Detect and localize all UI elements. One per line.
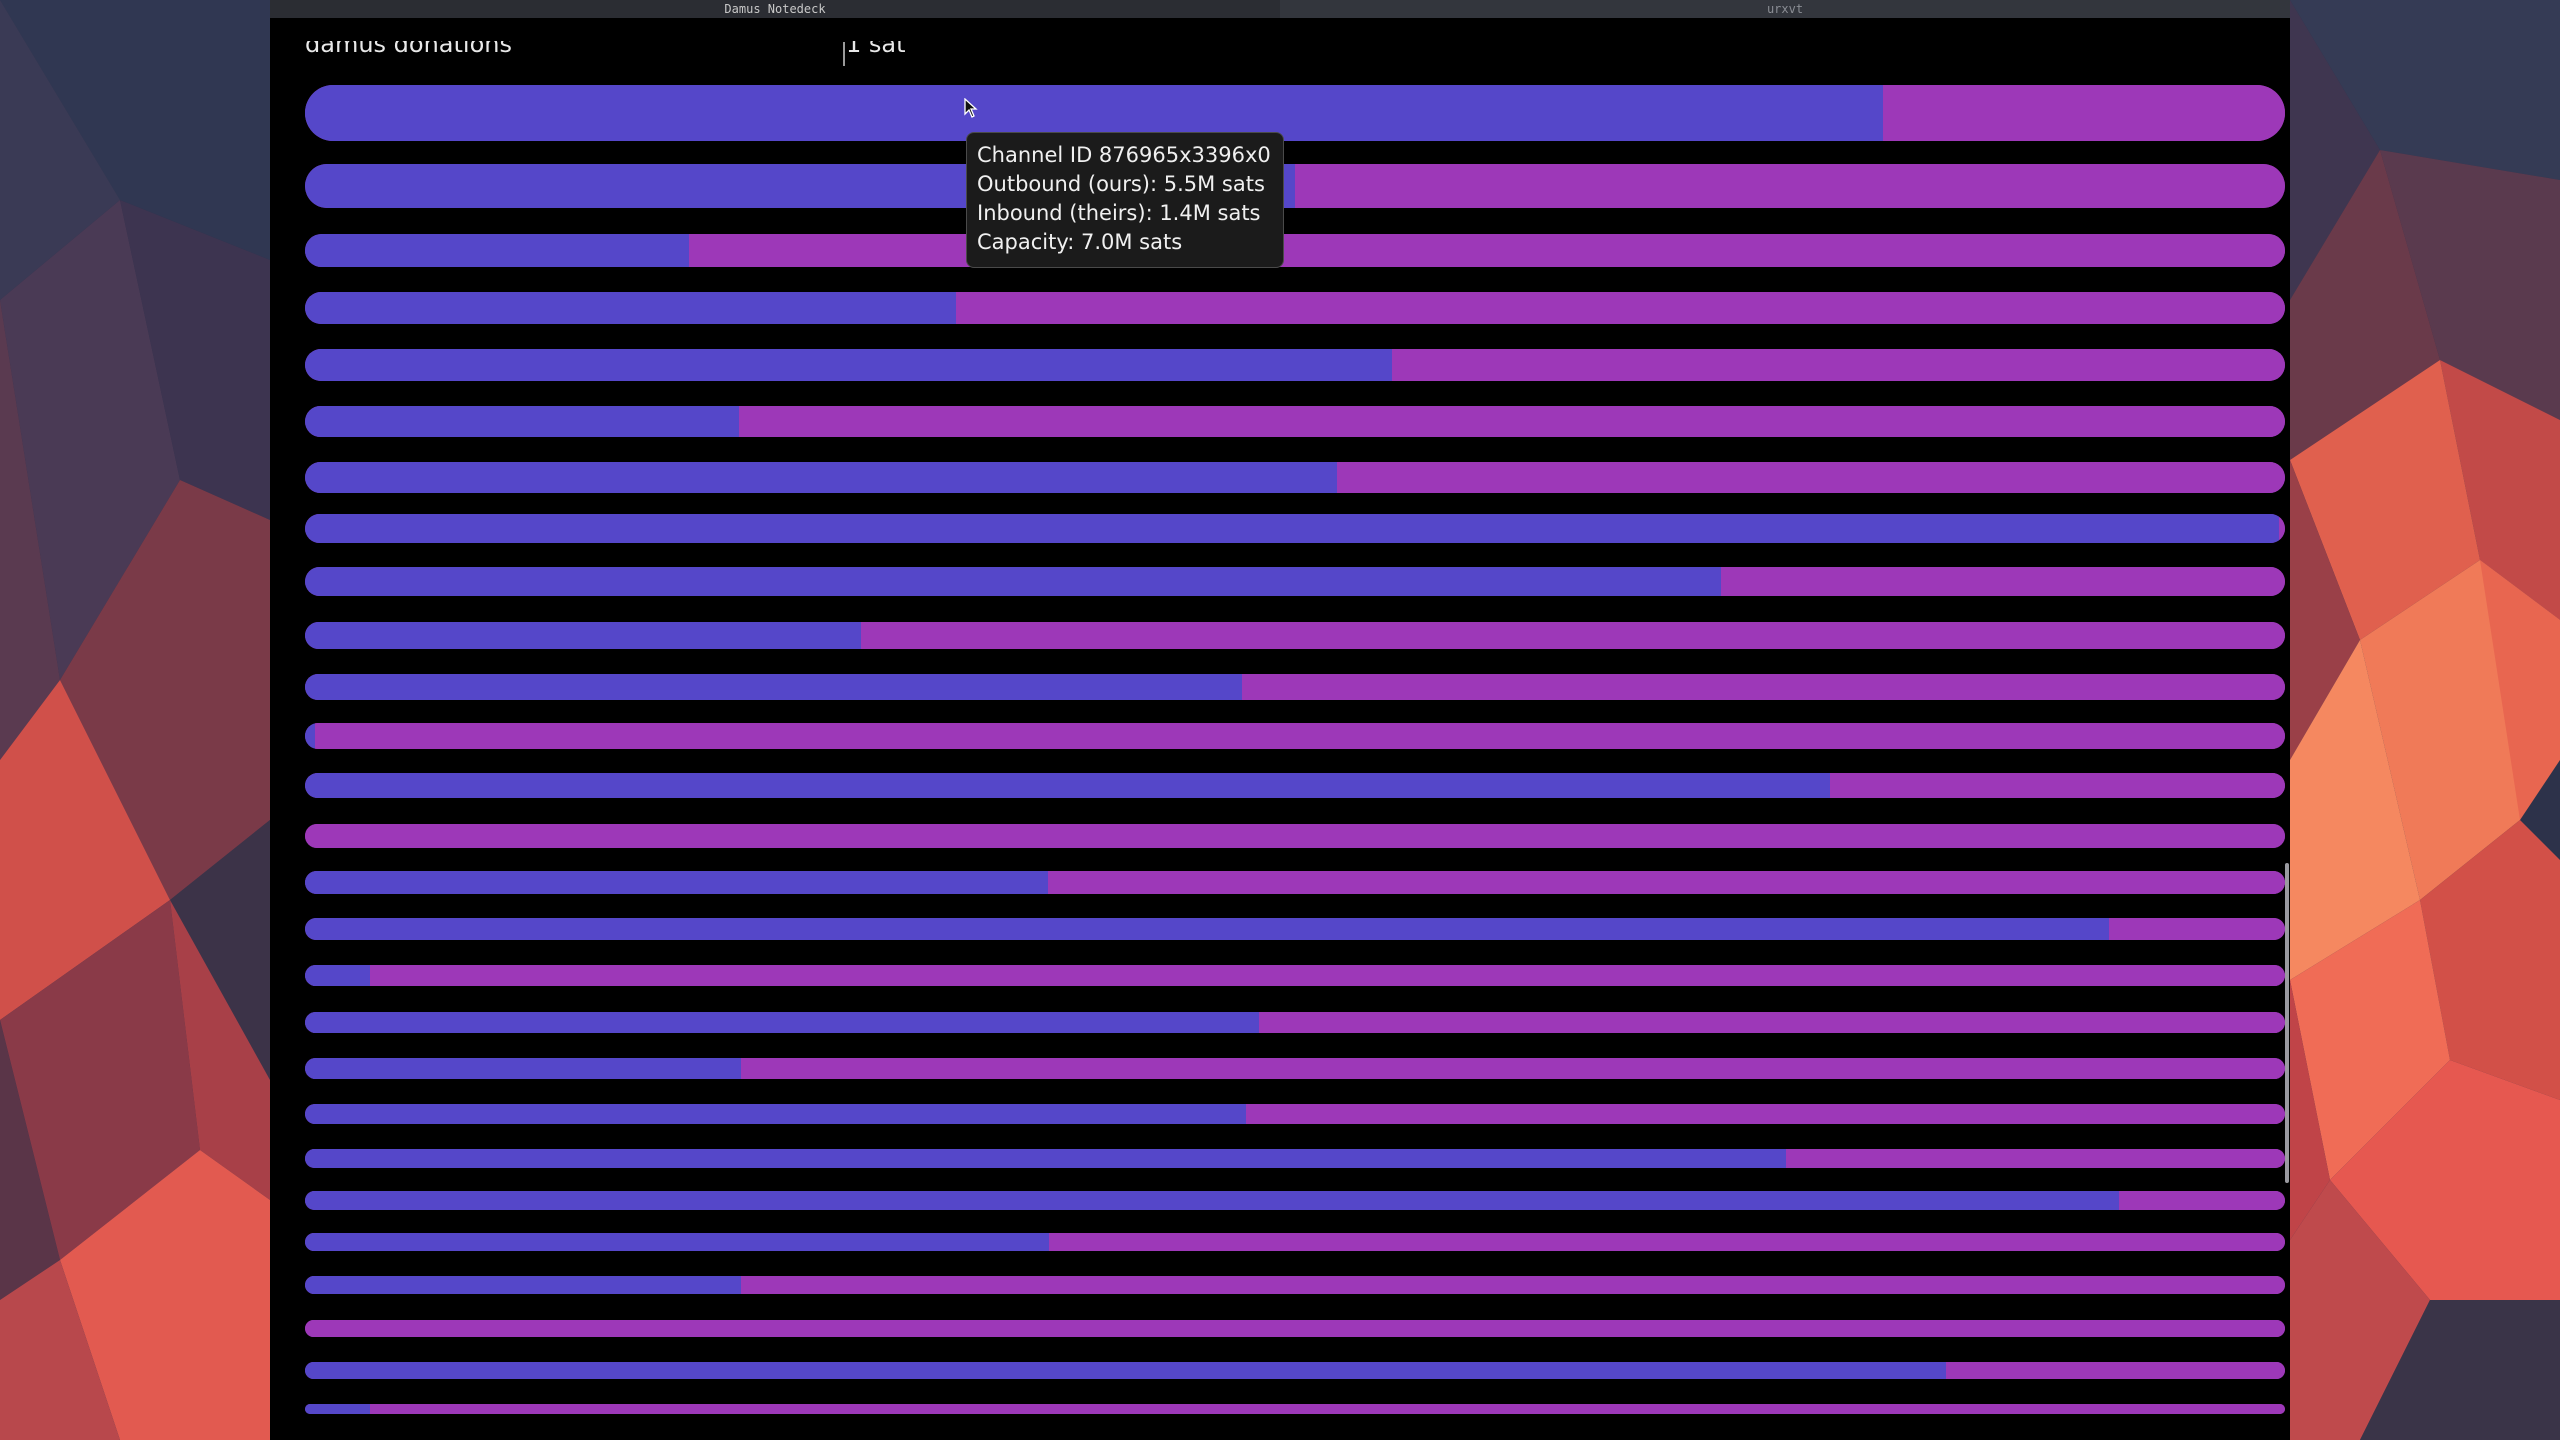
wallet-header: damus donations 1 sat [270,18,2290,66]
inbound-segment [741,1058,2285,1079]
channel-balance-bar[interactable] [305,1404,2285,1414]
channel-balance-bar[interactable] [305,723,2285,749]
channel-balance-bar[interactable] [305,1362,2285,1379]
channel-balance-bar[interactable] [305,1191,2285,1210]
inbound-segment [1049,1233,2285,1251]
taskbar: Damus Notedeck urxvt [270,0,2290,18]
notedeck-window: damus donations 1 sat [270,18,2290,1440]
outbound-segment [305,965,370,986]
inbound-segment [741,1276,2285,1294]
outbound-segment [305,1404,370,1414]
outbound-segment [305,871,1048,894]
donation-label: damus donations [305,30,512,58]
inbound-segment [689,234,2285,267]
outbound-segment [305,514,2279,543]
outbound-segment [305,85,1883,141]
inbound-segment [1830,773,2285,798]
channel-balance-bar[interactable] [305,622,2285,649]
channel-balance-bar[interactable] [305,1149,2285,1168]
outbound-segment [305,406,739,437]
inbound-segment [370,1404,2285,1414]
outbound-segment [305,622,861,649]
taskbar-tab-notedeck[interactable]: Damus Notedeck [724,2,826,16]
outbound-segment [305,1012,1259,1033]
outbound-segment [305,723,315,749]
inbound-segment [2279,514,2285,543]
inbound-segment [1721,567,2285,596]
inbound-segment [1392,349,2285,381]
inbound-segment [1946,1362,2285,1379]
inbound-segment [315,723,2285,749]
tooltip-channel-id: Channel ID 876965x3396x0 [977,143,1271,167]
channel-balance-bar[interactable] [305,1320,2285,1337]
channel-balance-bar[interactable] [305,164,2285,208]
scrollbar-thumb[interactable] [2285,863,2289,1183]
outbound-segment [305,1058,741,1079]
channel-balance-bar[interactable] [305,773,2285,798]
channel-tooltip: Channel ID 876965x3396x0 Outbound (ours)… [966,132,1284,268]
outbound-segment [305,1276,741,1294]
outbound-segment [305,567,1721,596]
inbound-segment [1242,674,2285,700]
text-caret [843,42,845,66]
channel-balance-bar[interactable] [305,1012,2285,1033]
inbound-segment [1786,1149,2285,1168]
outbound-segment [305,773,1830,798]
inbound-segment [1883,85,2285,141]
outbound-segment [305,1233,1049,1251]
outbound-segment [305,918,2109,940]
outbound-segment [305,1104,1246,1124]
channel-balance-bar[interactable] [305,514,2285,543]
outbound-segment [305,234,689,267]
channel-balance-bar[interactable] [305,567,2285,596]
inbound-segment [739,406,2285,437]
outbound-segment [305,674,1242,700]
channel-balance-bar[interactable] [305,462,2285,493]
inbound-segment [1259,1012,2285,1033]
channel-balance-bar[interactable] [305,234,2285,267]
inbound-segment [1337,462,2285,493]
inbound-segment [2119,1191,2285,1210]
channel-balance-bar[interactable] [305,1058,2285,1079]
channel-balance-bar[interactable] [305,674,2285,700]
tooltip-capacity: Capacity: 7.0M sats [977,230,1183,254]
outbound-segment [305,462,1337,493]
outbound-segment [305,1191,2119,1210]
inbound-segment [1048,871,2285,894]
channel-balance-bar[interactable] [305,1276,2285,1294]
mouse-cursor-icon [964,98,978,118]
inbound-segment [956,292,2285,324]
channel-balance-bar[interactable] [305,918,2285,940]
inbound-segment [1295,164,2285,208]
taskbar-tab-urxvt[interactable]: urxvt [1280,0,2290,18]
donation-amount[interactable]: 1 sat [846,30,906,58]
channel-balance-bar[interactable] [305,824,2285,848]
inbound-segment [370,965,2285,986]
outbound-segment [305,292,956,324]
channel-balance-bar[interactable] [305,871,2285,894]
channel-balance-bar[interactable] [305,406,2285,437]
channel-balance-bar[interactable] [305,965,2285,986]
outbound-segment [305,349,1392,381]
channel-balance-bar[interactable] [305,1233,2285,1251]
channel-balance-bar[interactable] [305,85,2285,141]
inbound-segment [2109,918,2285,940]
channel-balance-bar[interactable] [305,292,2285,324]
outbound-segment [305,1149,1786,1168]
inbound-segment [861,622,2285,649]
channel-balance-bar[interactable] [305,1104,2285,1124]
inbound-segment [1246,1104,2285,1124]
tooltip-inbound: Inbound (theirs): 1.4M sats [977,201,1261,225]
tooltip-outbound: Outbound (ours): 5.5M sats [977,172,1265,196]
outbound-segment [305,1362,1946,1379]
inbound-segment [305,824,2285,848]
inbound-segment [305,1320,2285,1337]
channel-balance-bar[interactable] [305,349,2285,381]
